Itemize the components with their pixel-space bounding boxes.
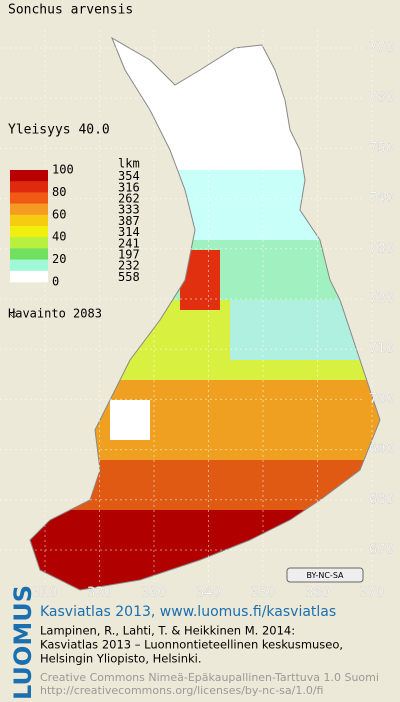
citation-line: Helsingin Yliopisto, Helsinki. — [40, 652, 202, 666]
y-tick-label: 680 — [369, 492, 394, 507]
legend-swatch — [10, 170, 48, 182]
legend-count: 262 — [118, 192, 140, 206]
y-tick-label: 770 — [369, 41, 394, 56]
y-tick-label: 720 — [369, 292, 394, 307]
legend-scale-label: 0 — [52, 275, 59, 289]
legend-swatch — [10, 203, 48, 216]
legend-swatch — [10, 248, 48, 260]
y-tick-label: 750 — [369, 141, 394, 156]
legend-count: 232 — [118, 259, 140, 273]
legend-count: 354 — [118, 169, 140, 183]
legend-count: 241 — [118, 236, 140, 250]
country-outline — [29, 36, 381, 591]
count-header: lkm — [118, 157, 140, 171]
x-tick-label: 320 — [87, 586, 112, 601]
y-tick-label: 760 — [369, 91, 394, 106]
legend-scale-label: 80 — [52, 185, 66, 199]
legend-swatch — [10, 237, 48, 249]
x-tick-label: 360 — [305, 586, 330, 601]
frequency: Yleisyys 40.0 — [8, 123, 110, 138]
license-line: http://creativecommons.org/licenses/by-n… — [40, 684, 323, 697]
license-badge — [286, 567, 364, 583]
legend-swatch — [10, 226, 48, 238]
y-tick-label: 730 — [369, 241, 394, 256]
x-tick-label: 340 — [196, 586, 221, 601]
legend-count: 314 — [118, 225, 140, 239]
species-title: Sonchus arvensis — [8, 3, 133, 18]
x-tick-label: 330 — [142, 586, 167, 601]
legend-swatch — [10, 259, 48, 272]
legend-count: 558 — [118, 270, 140, 284]
legend-scale-label: 20 — [52, 252, 66, 266]
legend-swatch — [10, 192, 48, 204]
observation-symbol: ◇ — [10, 309, 18, 320]
legend-count: 197 — [118, 248, 140, 262]
x-tick-label: 350 — [251, 586, 276, 601]
site: Kasviatlas 2013, www.luomus.fi/kasviatla… — [40, 604, 336, 620]
y-tick-label: 710 — [369, 342, 394, 357]
y-tick-label: 690 — [369, 442, 394, 457]
legend-count: 333 — [118, 203, 140, 217]
legend-count: 316 — [118, 180, 140, 194]
observation-count: Havainto 2083 — [8, 307, 102, 321]
x-tick-label: 370 — [360, 586, 385, 601]
legend-swatch — [10, 181, 48, 193]
distribution — [30, 38, 380, 590]
license-badge-text: BY-NC-SA — [306, 571, 344, 580]
y-tick-label: 700 — [369, 392, 394, 407]
y-tick-label: 670 — [369, 543, 394, 558]
legend-swatch — [10, 270, 48, 283]
legend-scale-label: 60 — [52, 207, 66, 221]
y-tick-label: 740 — [369, 191, 394, 206]
legend-scale-label: 100 — [52, 163, 74, 177]
legend-scale-label: 40 — [52, 230, 66, 244]
legend-swatch — [10, 214, 48, 227]
citation-line: Lampinen, R., Lahti, T. & Heikkinen M. 2… — [40, 624, 295, 638]
license-line: Creative Commons Nimeä-Epäkaupallinen-Ta… — [40, 671, 379, 684]
citation-line: Kasviatlas 2013 – Luonnontieteellinen ke… — [40, 638, 343, 652]
x-tick-label: 310 — [33, 586, 58, 601]
legend-count: 387 — [118, 214, 140, 228]
logo: LUOMUS — [9, 585, 37, 700]
